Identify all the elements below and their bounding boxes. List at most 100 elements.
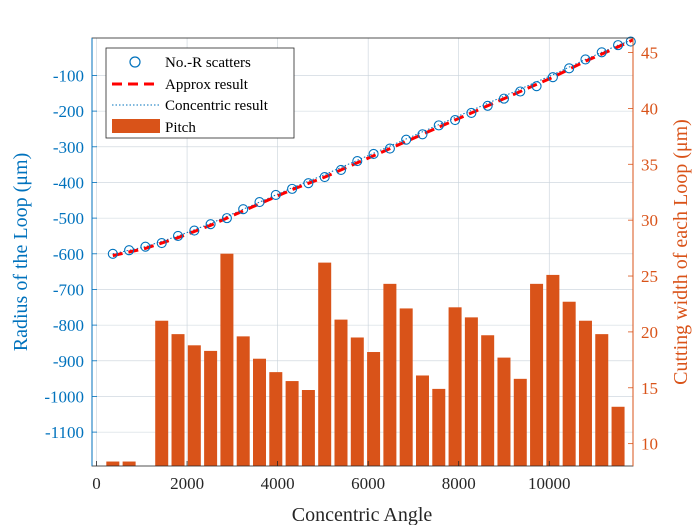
scatter-point: [172, 230, 184, 241]
scatter-point: [335, 164, 347, 176]
y-right-tick-label: 15: [641, 379, 658, 398]
y-left-tick-label: -800: [53, 316, 84, 335]
scatter-point: [287, 183, 298, 194]
scatter-point: [450, 114, 461, 126]
y-left-tick-label: -700: [53, 280, 84, 299]
x-axis-label: Concentric Angle: [292, 504, 433, 525]
pitch-bar: [301, 390, 315, 466]
x-tick-label: 10000: [528, 474, 571, 493]
y-right-tick-label: 40: [641, 99, 658, 118]
scatter-point: [613, 40, 624, 51]
legend-item-scatters: No.-R scatters: [165, 55, 251, 71]
scatter-point: [221, 213, 232, 224]
scatter-point: [417, 129, 428, 140]
legend-item-concentric: Concentric result: [165, 98, 269, 114]
pitch-bar: [432, 388, 446, 466]
scatter-point: [580, 54, 591, 65]
y-right-tick-label: 45: [641, 44, 658, 63]
pitch-bar: [220, 253, 234, 466]
scatter-point: [482, 100, 493, 111]
pitch-bar: [122, 461, 136, 466]
y-right-tick-label: 35: [641, 155, 658, 174]
axes: 0 2000 4000 6000 8000 10000 -100 -200 -300 -400 -5…: [44, 38, 658, 493]
pitch-bar: [269, 372, 283, 466]
pitch-bar: [481, 335, 495, 466]
pitch-bar: [595, 334, 609, 466]
pitch-bar: [334, 319, 348, 466]
scatter-point: [238, 204, 249, 215]
scatter-point: [156, 238, 167, 249]
legend: No.-R scatters Approx result Concentric …: [105, 47, 295, 139]
pitch-bar: [578, 320, 592, 466]
x-tick-label: 4000: [261, 474, 295, 493]
scatter-point: [303, 178, 314, 189]
scatter-point: [124, 245, 135, 256]
y-left-tick-label: -300: [53, 138, 84, 157]
pitch-bar: [187, 345, 201, 466]
scatter-point: [466, 107, 477, 118]
scatter-point: [384, 143, 395, 154]
x-tick-label: 2000: [170, 474, 204, 493]
y-right-tick-label: 30: [641, 211, 658, 230]
scatter-point: [270, 189, 281, 200]
radius-lines: [112, 38, 634, 258]
legend-item-pitch: Pitch: [165, 120, 196, 136]
pitch-bar: [464, 317, 478, 466]
scatter-point: [107, 248, 118, 259]
radius-scatter: [107, 36, 636, 259]
pitch-bar: [106, 461, 120, 466]
scatter-point: [515, 86, 526, 97]
y-left-tick-label: -200: [53, 102, 84, 121]
y-left-tick-label: -1000: [44, 387, 84, 406]
pitch-bar: [530, 283, 544, 466]
pitch-bar: [236, 336, 250, 466]
scatter-point: [254, 197, 265, 208]
pitch-bar: [318, 262, 332, 466]
y-left-tick-label: -100: [53, 66, 84, 85]
pitch-bar: [253, 358, 267, 466]
scatter-point: [531, 81, 542, 92]
pitch-bar: [611, 406, 625, 466]
legend-pitch-swatch: [112, 119, 160, 133]
scatter-point: [205, 219, 216, 230]
pitch-bar: [399, 308, 413, 466]
y-left-tick-label: -400: [53, 173, 84, 192]
pitch-bars: [106, 253, 625, 466]
pitch-bar: [367, 352, 381, 466]
scatter-point: [625, 36, 636, 47]
scatter-point: [596, 47, 607, 58]
y-axis-left-label: Radius of the Loop (μm): [10, 153, 32, 351]
y-left-tick-label: -500: [53, 209, 84, 228]
scatter-point: [498, 93, 510, 104]
pitch-bar: [415, 375, 429, 466]
y-left-tick-label: -600: [53, 245, 84, 264]
scatter-point: [189, 225, 200, 236]
y-left-tick-label: -900: [53, 352, 84, 371]
pitch-bar: [448, 307, 462, 466]
scatter-point: [433, 120, 444, 131]
y-right-tick-label: 25: [641, 267, 658, 286]
pitch-bar: [155, 320, 169, 466]
concentric-result-line: [112, 39, 634, 255]
y-right-tick-label: 10: [641, 435, 658, 454]
pitch-bar: [513, 378, 527, 466]
x-tick-label: 6000: [351, 474, 385, 493]
scatter-point: [352, 156, 363, 167]
scatter-point: [564, 63, 575, 74]
scatter-point: [319, 172, 330, 183]
scatter-point: [368, 148, 379, 159]
pitch-bar: [546, 274, 560, 466]
approx-result-line: [112, 38, 634, 258]
legend-item-approx: Approx result: [165, 77, 249, 93]
pitch-bar: [171, 334, 185, 466]
x-tick-label: 8000: [442, 474, 476, 493]
y-left-tick-label: -1100: [45, 423, 84, 442]
pitch-bar: [285, 381, 299, 466]
pitch-bar: [204, 350, 218, 466]
y-right-tick-label: 20: [641, 323, 658, 342]
scatter-point: [401, 134, 412, 145]
pitch-bar: [497, 357, 511, 466]
scatter-point: [140, 241, 151, 252]
x-tick-label: 0: [92, 474, 101, 493]
